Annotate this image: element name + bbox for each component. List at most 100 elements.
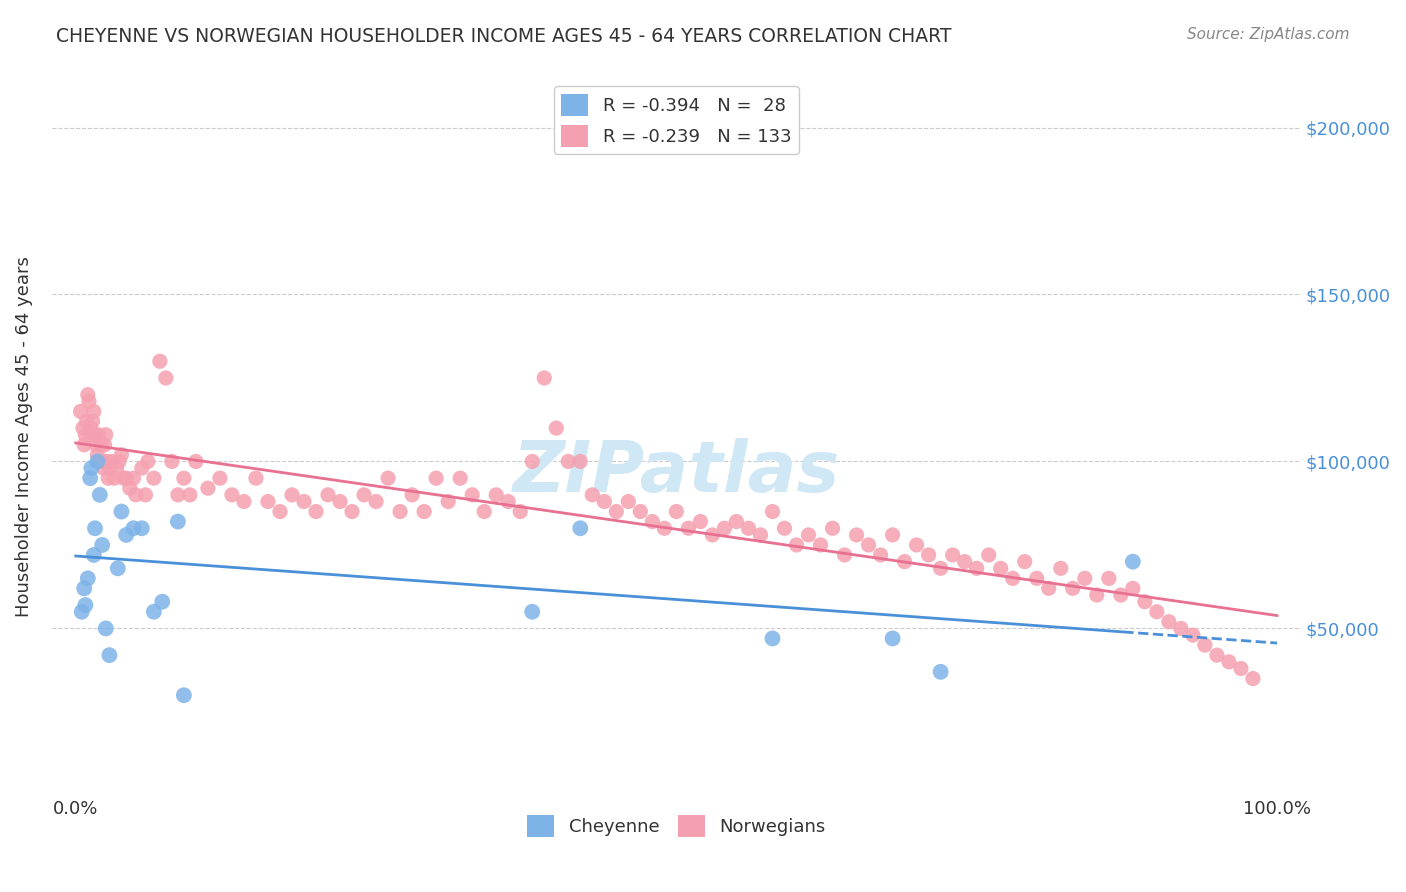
- Point: [98, 648, 121, 662]
- Point: [593, 494, 616, 508]
- Point: [118, 481, 141, 495]
- Point: [1049, 561, 1071, 575]
- Point: [786, 538, 808, 552]
- Point: [73, 438, 96, 452]
- Point: [546, 421, 568, 435]
- Point: [1062, 582, 1084, 596]
- Point: [761, 504, 783, 518]
- Point: [1038, 582, 1060, 596]
- Point: [713, 521, 735, 535]
- Point: [882, 632, 904, 646]
- Point: [654, 521, 676, 535]
- Point: [173, 471, 195, 485]
- Point: [72, 421, 94, 435]
- Point: [93, 461, 115, 475]
- Point: [97, 471, 120, 485]
- Point: [1241, 672, 1264, 686]
- Point: [1218, 655, 1240, 669]
- Point: [485, 488, 508, 502]
- Point: [142, 605, 165, 619]
- Point: [929, 665, 952, 679]
- Point: [425, 471, 447, 485]
- Point: [1230, 661, 1253, 675]
- Point: [377, 471, 399, 485]
- Point: [942, 548, 965, 562]
- Point: [810, 538, 832, 552]
- Point: [167, 488, 190, 502]
- Point: [1181, 628, 1204, 642]
- Point: [522, 454, 544, 468]
- Point: [96, 454, 118, 468]
- Point: [155, 371, 177, 385]
- Point: [83, 548, 105, 562]
- Point: [689, 515, 711, 529]
- Point: [112, 471, 135, 485]
- Point: [122, 471, 145, 485]
- Point: [509, 504, 531, 518]
- Point: [966, 561, 988, 575]
- Point: [89, 454, 111, 468]
- Point: [329, 494, 352, 508]
- Text: CHEYENNE VS NORWEGIAN HOUSEHOLDER INCOME AGES 45 - 64 YEARS CORRELATION CHART: CHEYENNE VS NORWEGIAN HOUSEHOLDER INCOME…: [56, 27, 952, 45]
- Point: [353, 488, 375, 502]
- Point: [316, 488, 339, 502]
- Point: [115, 471, 138, 485]
- Point: [581, 488, 603, 502]
- Point: [150, 595, 173, 609]
- Point: [1122, 555, 1144, 569]
- Point: [70, 605, 93, 619]
- Point: [834, 548, 856, 562]
- Point: [292, 494, 315, 508]
- Point: [84, 521, 107, 535]
- Point: [101, 454, 124, 468]
- Point: [882, 528, 904, 542]
- Point: [89, 488, 111, 502]
- Point: [76, 387, 98, 401]
- Point: [569, 521, 592, 535]
- Text: Source: ZipAtlas.com: Source: ZipAtlas.com: [1187, 27, 1350, 42]
- Point: [84, 427, 107, 442]
- Point: [617, 494, 640, 508]
- Point: [105, 461, 128, 475]
- Point: [107, 561, 129, 575]
- Point: [305, 504, 328, 518]
- Point: [905, 538, 928, 552]
- Point: [179, 488, 201, 502]
- Point: [389, 504, 412, 518]
- Point: [91, 454, 114, 468]
- Point: [678, 521, 700, 535]
- Point: [87, 427, 110, 442]
- Point: [461, 488, 484, 502]
- Point: [522, 605, 544, 619]
- Point: [233, 494, 256, 508]
- Point: [845, 528, 868, 542]
- Point: [98, 461, 121, 475]
- Point: [1098, 571, 1121, 585]
- Y-axis label: Householder Income Ages 45 - 64 years: Householder Income Ages 45 - 64 years: [15, 256, 32, 617]
- Point: [628, 504, 651, 518]
- Point: [69, 404, 91, 418]
- Point: [75, 598, 97, 612]
- Point: [990, 561, 1012, 575]
- Point: [761, 632, 783, 646]
- Point: [79, 471, 101, 485]
- Point: [94, 427, 117, 442]
- Point: [665, 504, 688, 518]
- Text: ZIPatlas: ZIPatlas: [513, 438, 839, 507]
- Point: [257, 494, 280, 508]
- Point: [1014, 555, 1036, 569]
- Point: [208, 471, 231, 485]
- Point: [245, 471, 267, 485]
- Point: [134, 488, 156, 502]
- Point: [569, 454, 592, 468]
- Point: [1109, 588, 1132, 602]
- Point: [94, 622, 117, 636]
- Point: [110, 504, 132, 518]
- Point: [76, 414, 98, 428]
- Point: [797, 528, 820, 542]
- Point: [122, 521, 145, 535]
- Point: [136, 454, 159, 468]
- Point: [90, 438, 112, 452]
- Point: [149, 354, 172, 368]
- Point: [1206, 648, 1229, 662]
